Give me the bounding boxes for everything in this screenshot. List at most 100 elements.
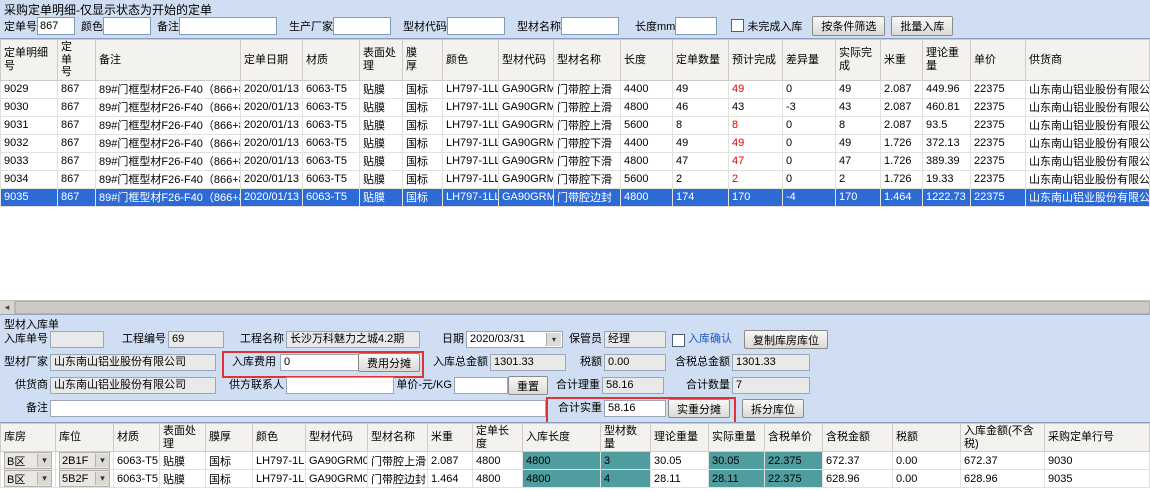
- cell[interactable]: 山东南山铝业股份有限公司: [1025, 79, 1150, 99]
- cell[interactable]: 国标: [402, 97, 443, 117]
- cell[interactable]: 门带腔上滑: [367, 451, 428, 471]
- cell[interactable]: LH797-1LL0: [442, 169, 499, 189]
- filter-input-remark[interactable]: [179, 16, 277, 35]
- cell[interactable]: 国标: [205, 469, 253, 489]
- cell[interactable]: 19.33: [922, 169, 971, 189]
- fee-input[interactable]: 0: [280, 354, 360, 371]
- cell[interactable]: 门带腔边封: [367, 469, 428, 489]
- table-row[interactable]: 902986789#门框型材F26-F40（866+867）2020/01/13…: [0, 79, 1150, 99]
- column-header[interactable]: 材质: [302, 39, 360, 81]
- cell[interactable]: 0.00: [892, 451, 961, 471]
- cell[interactable]: 30.05: [708, 451, 765, 471]
- cell[interactable]: 47: [835, 151, 881, 171]
- cell[interactable]: 1222.73: [922, 187, 971, 207]
- cell[interactable]: 0: [782, 133, 836, 153]
- cell[interactable]: 门带腔边封: [553, 187, 621, 207]
- cell[interactable]: LH797-1LL0: [442, 133, 499, 153]
- filter-input-profile-name[interactable]: [561, 16, 619, 35]
- supplier-contact-input[interactable]: [286, 377, 394, 394]
- cell[interactable]: GA90GRM03: [498, 97, 554, 117]
- cell[interactable]: 867: [57, 187, 96, 207]
- cell[interactable]: 9034: [0, 169, 58, 189]
- column-header[interactable]: 供货商: [1025, 39, 1150, 81]
- cell[interactable]: 0: [782, 79, 836, 99]
- horizontal-scrollbar[interactable]: ◂: [0, 300, 1150, 314]
- cell[interactable]: 9032: [0, 133, 58, 153]
- column-header[interactable]: 定单长度: [472, 423, 523, 453]
- project-name-field[interactable]: 长沙万科魅力之城4.2期: [286, 331, 420, 348]
- table-row[interactable]: 903386789#门框型材F26-F40（866+867）2020/01/13…: [0, 151, 1150, 171]
- filter-input-order-no[interactable]: [37, 16, 75, 35]
- cell[interactable]: 8: [835, 115, 881, 135]
- column-header[interactable]: 型材代码: [498, 39, 554, 81]
- cell[interactable]: 9035: [0, 187, 58, 207]
- keeper-field[interactable]: 经理: [604, 331, 666, 348]
- cell[interactable]: 门带腔下滑: [553, 151, 621, 171]
- cell[interactable]: 628.96: [822, 469, 893, 489]
- weight-split-button[interactable]: 实重分摊: [668, 399, 730, 418]
- cell[interactable]: GA90GRM04: [498, 133, 554, 153]
- cell[interactable]: 867: [57, 169, 96, 189]
- cell[interactable]: 6063-T5: [302, 133, 360, 153]
- cell[interactable]: 国标: [205, 451, 253, 471]
- remark-input[interactable]: [50, 400, 546, 417]
- cell[interactable]: 2.087: [880, 79, 923, 99]
- cell[interactable]: 30.05: [650, 451, 709, 471]
- cell[interactable]: 28.11: [650, 469, 709, 489]
- actual-weight-input[interactable]: 58.16: [604, 400, 666, 417]
- cell[interactable]: 46: [672, 97, 729, 117]
- cell[interactable]: 0: [782, 151, 836, 171]
- column-header[interactable]: 理论重量: [650, 423, 709, 453]
- cell[interactable]: -4: [782, 187, 836, 207]
- cell[interactable]: 89#门框型材F26-F40（866+867）: [95, 133, 241, 153]
- column-header[interactable]: 库位: [55, 423, 114, 453]
- cell[interactable]: 2020/01/13: [240, 133, 303, 153]
- table-row[interactable]: B区 ▾ 5B2F ▾ 6063-T5贴膜国标LH797-1LL0GA90GRM05门带…: [0, 469, 1150, 489]
- cell[interactable]: 49: [728, 79, 783, 99]
- cell[interactable]: LH797-1LL0: [442, 187, 499, 207]
- cell[interactable]: 4800: [472, 451, 523, 471]
- cell[interactable]: 43: [835, 97, 881, 117]
- column-header[interactable]: 颜色: [252, 423, 306, 453]
- cell[interactable]: 22375: [970, 79, 1026, 99]
- cell[interactable]: 4800: [620, 97, 673, 117]
- cell[interactable]: 22375: [970, 115, 1026, 135]
- cell[interactable]: LH797-1LL0: [442, 97, 499, 117]
- cell[interactable]: 6063-T5: [302, 169, 360, 189]
- column-header[interactable]: 入库金额(不含税): [960, 423, 1045, 453]
- factory-field[interactable]: 山东南山铝业股份有限公司: [50, 354, 216, 371]
- cell[interactable]: 国标: [402, 79, 443, 99]
- cell[interactable]: 6063-T5: [113, 451, 160, 471]
- cell[interactable]: 867: [57, 79, 96, 99]
- cell[interactable]: 2020/01/13: [240, 187, 303, 207]
- project-no-field[interactable]: 69: [168, 331, 224, 348]
- cell[interactable]: 4800: [472, 469, 523, 489]
- cell[interactable]: 2020/01/13: [240, 115, 303, 135]
- supplier-field[interactable]: 山东南山铝业股份有限公司: [50, 377, 216, 394]
- cell[interactable]: 贴膜: [359, 187, 403, 207]
- cell[interactable]: 4800: [522, 469, 601, 489]
- cell[interactable]: 6063-T5: [302, 97, 360, 117]
- cell[interactable]: 2.087: [880, 97, 923, 117]
- cell[interactable]: LH797-1LL0: [442, 151, 499, 171]
- cell[interactable]: 4: [600, 469, 651, 489]
- cell[interactable]: GA90GRM05: [498, 187, 554, 207]
- cell[interactable]: 6063-T5: [302, 151, 360, 171]
- column-header[interactable]: 型材代码: [305, 423, 368, 453]
- cell[interactable]: GA90GRM03: [498, 115, 554, 135]
- column-header[interactable]: 定单数量: [672, 39, 729, 81]
- cell[interactable]: 170: [728, 187, 783, 207]
- cell[interactable]: 49: [672, 133, 729, 153]
- dropdown-arrow-icon[interactable]: ▾: [95, 454, 109, 468]
- total-amount-field[interactable]: 1301.33: [490, 354, 566, 371]
- column-header[interactable]: 含税单价: [764, 423, 823, 453]
- column-header[interactable]: 理论重量: [922, 39, 971, 81]
- date-input[interactable]: 2020/03/31 ▾: [466, 331, 563, 348]
- cell[interactable]: 门带腔下滑: [553, 169, 621, 189]
- cell[interactable]: 山东南山铝业股份有限公司: [1025, 187, 1150, 207]
- cell[interactable]: 9030: [1044, 451, 1150, 471]
- split-location-button[interactable]: 拆分库位: [742, 399, 804, 418]
- column-header[interactable]: 含税金额: [822, 423, 893, 453]
- cell[interactable]: 山东南山铝业股份有限公司: [1025, 115, 1150, 135]
- cell[interactable]: 国标: [402, 133, 443, 153]
